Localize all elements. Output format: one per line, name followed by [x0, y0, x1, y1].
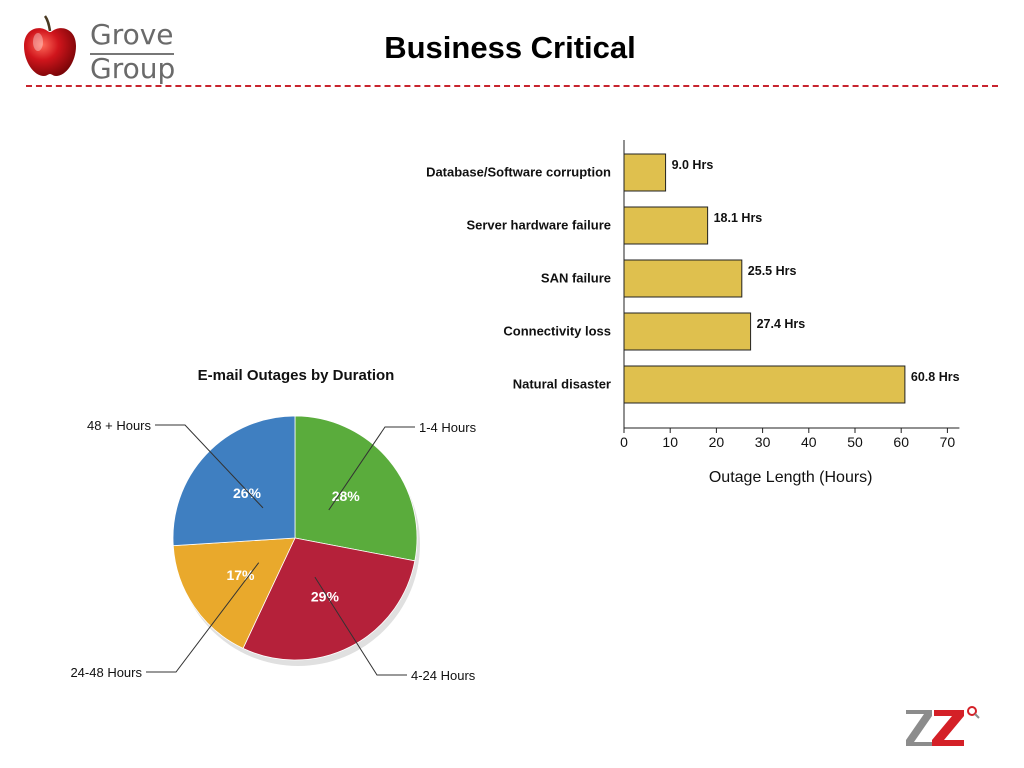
pie-leader-line — [146, 562, 260, 673]
x-tick-label: 70 — [940, 434, 956, 450]
brand-logo: Grove Group — [18, 10, 188, 84]
brand-rule — [90, 53, 174, 55]
header-divider — [26, 85, 998, 87]
bar-data-label: 60.8 Hrs — [911, 370, 960, 384]
category-label: Connectivity loss — [503, 324, 611, 339]
bar-data-label: 27.4 Hrs — [757, 317, 806, 331]
bar — [623, 153, 667, 192]
category-label: SAN failure — [541, 271, 611, 286]
x-tick-label: 20 — [709, 434, 725, 450]
x-tick-label: 50 — [847, 434, 863, 450]
x-tick-label: 60 — [893, 434, 909, 450]
pie-title: E-mail Outages by Duration — [198, 367, 395, 384]
bar — [623, 365, 906, 404]
pie-category-label: 4-24 Hours — [411, 668, 476, 683]
apple-icon — [24, 15, 76, 76]
bar-data-label: 25.5 Hrs — [748, 264, 797, 278]
pie-value-label: 29% — [311, 589, 340, 605]
brand-name-line2: Group — [90, 52, 176, 85]
bar-data-label: 18.1 Hrs — [714, 211, 763, 225]
pie-category-label: 48 + Hours — [87, 418, 151, 433]
ez-logo-icon — [906, 706, 980, 746]
category-label: Server hardware failure — [466, 218, 611, 233]
x-tick-label: 30 — [755, 434, 771, 450]
bar — [623, 206, 709, 245]
pie-leader-line — [328, 426, 415, 511]
pie-value-label: 26% — [233, 485, 262, 501]
pie-leader-line — [155, 424, 264, 509]
brand-name-line1: Grove — [90, 18, 174, 51]
pie-category-label: 24-48 Hours — [70, 665, 142, 680]
pie-leader-line — [314, 576, 407, 676]
bar-data-label: 9.0 Hrs — [672, 158, 714, 172]
x-tick-label: 40 — [801, 434, 817, 450]
page-title: Business Critical — [384, 30, 636, 65]
bar — [623, 312, 752, 351]
x-tick-label: 10 — [662, 434, 678, 450]
pie-slice — [172, 537, 296, 649]
x-axis-title: Outage Length (Hours) — [709, 469, 873, 486]
pie-value-label: 17% — [226, 567, 255, 583]
pie-category-label: 1-4 Hours — [419, 420, 477, 435]
category-label: Database/Software corruption — [426, 165, 611, 180]
pie-slice — [294, 415, 418, 562]
category-label: Natural disaster — [513, 377, 611, 392]
pie-value-label: 28% — [332, 488, 361, 504]
x-tick-label: 0 — [620, 434, 628, 450]
bar — [623, 259, 743, 298]
pie-slice — [172, 415, 296, 547]
